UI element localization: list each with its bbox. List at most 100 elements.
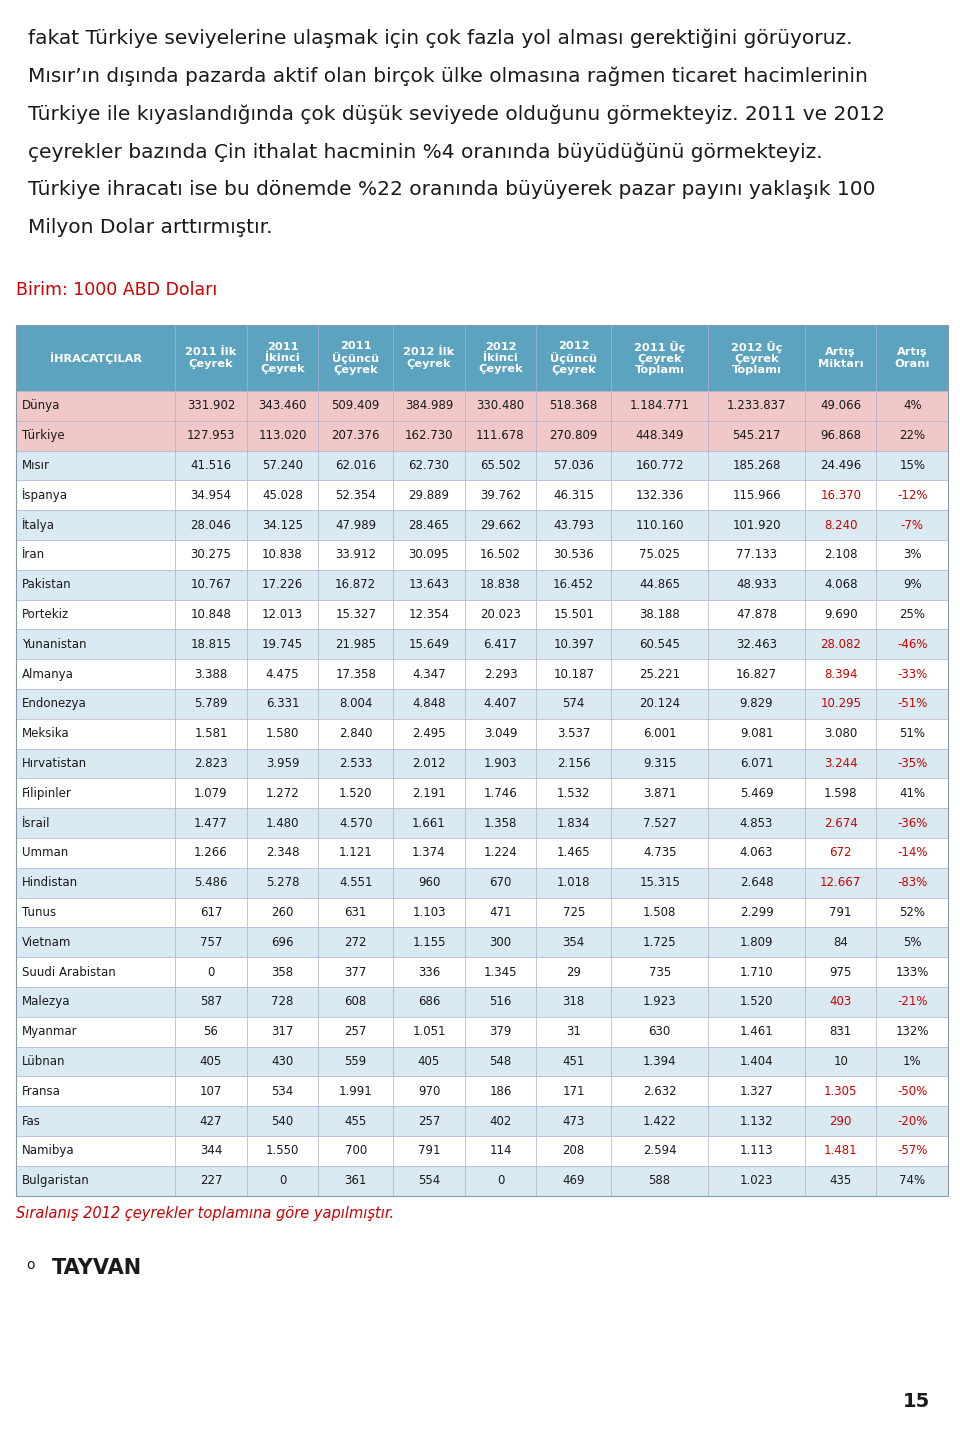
Bar [318, 749, 394, 778]
Text: 44.865: 44.865 [639, 579, 680, 592]
Text: 1.305: 1.305 [824, 1085, 857, 1098]
Bar [708, 325, 805, 391]
Text: Pakistan: Pakistan [22, 579, 72, 592]
Text: 260: 260 [272, 906, 294, 919]
Bar [465, 867, 537, 898]
Text: 15.315: 15.315 [639, 876, 680, 889]
Text: 9.081: 9.081 [740, 727, 773, 740]
Text: 534: 534 [272, 1085, 294, 1098]
Bar [537, 325, 612, 391]
Bar [876, 1046, 948, 1076]
Bar [537, 1136, 612, 1166]
Bar [612, 629, 708, 659]
Text: 4%: 4% [903, 400, 922, 413]
Bar [876, 778, 948, 808]
Bar [612, 957, 708, 987]
Bar [537, 540, 612, 570]
Bar [612, 1046, 708, 1076]
Bar [318, 570, 394, 600]
Text: 57.036: 57.036 [553, 459, 594, 472]
Text: 0: 0 [278, 1175, 286, 1188]
Text: 1.923: 1.923 [643, 996, 677, 1009]
Bar [612, 1136, 708, 1166]
Text: 1.184.771: 1.184.771 [630, 400, 689, 413]
Text: 1.224: 1.224 [484, 847, 517, 860]
Bar [175, 928, 247, 957]
Text: 1.520: 1.520 [339, 786, 372, 799]
Bar [612, 1166, 708, 1196]
Text: 1.018: 1.018 [557, 876, 590, 889]
Bar [876, 629, 948, 659]
Bar [465, 719, 537, 749]
Text: 1.132: 1.132 [740, 1114, 774, 1127]
Bar [175, 898, 247, 928]
Text: 2.823: 2.823 [194, 758, 228, 771]
Text: 545.217: 545.217 [732, 429, 780, 442]
Text: 344: 344 [200, 1144, 222, 1157]
Bar [394, 511, 465, 540]
Text: -21%: -21% [897, 996, 927, 1009]
Text: 62.016: 62.016 [335, 459, 376, 472]
Text: 377: 377 [345, 965, 367, 978]
Text: 32.463: 32.463 [736, 638, 777, 651]
Text: 4.853: 4.853 [740, 817, 773, 830]
Text: 8.240: 8.240 [824, 518, 857, 531]
Bar [16, 1076, 175, 1107]
Bar [247, 1166, 318, 1196]
Bar [394, 570, 465, 600]
Text: 65.502: 65.502 [480, 459, 521, 472]
Text: 435: 435 [829, 1175, 852, 1188]
Bar [318, 659, 394, 688]
Bar [612, 450, 708, 481]
Text: 2012
İkinci
Çeyrek: 2012 İkinci Çeyrek [478, 342, 523, 374]
Bar [537, 688, 612, 719]
Text: 361: 361 [345, 1175, 367, 1188]
Text: 2011 İlk
Çeyrek: 2011 İlk Çeyrek [185, 348, 236, 368]
Bar [175, 957, 247, 987]
Text: 132.336: 132.336 [636, 489, 684, 502]
Text: 52%: 52% [900, 906, 925, 919]
Bar [175, 421, 247, 450]
Text: 8.394: 8.394 [824, 668, 857, 681]
Bar [465, 838, 537, 867]
Bar [612, 838, 708, 867]
Text: 469: 469 [563, 1175, 585, 1188]
Bar [465, 481, 537, 511]
Bar [876, 1166, 948, 1196]
Bar [318, 629, 394, 659]
Bar [708, 1046, 805, 1076]
Bar [805, 481, 876, 511]
Text: 1.079: 1.079 [194, 786, 228, 799]
Text: 2.495: 2.495 [412, 727, 445, 740]
Text: 1.710: 1.710 [740, 965, 774, 978]
Bar [612, 1017, 708, 1046]
Text: 2011 Üç
Çeyrek
Toplamı: 2011 Üç Çeyrek Toplamı [634, 341, 685, 375]
Bar [537, 1046, 612, 1076]
Bar [805, 1046, 876, 1076]
Text: TAYVAN: TAYVAN [52, 1258, 142, 1277]
Text: 574: 574 [563, 697, 585, 710]
Bar [805, 570, 876, 600]
Bar [247, 1076, 318, 1107]
Text: İsrail: İsrail [22, 817, 51, 830]
Bar [465, 659, 537, 688]
Text: 185.268: 185.268 [732, 459, 780, 472]
Bar [394, 391, 465, 421]
Bar [708, 1017, 805, 1046]
Bar [805, 719, 876, 749]
Text: Türkiye: Türkiye [22, 429, 64, 442]
Bar [175, 450, 247, 481]
Bar [805, 867, 876, 898]
Bar [247, 540, 318, 570]
Bar [318, 987, 394, 1017]
Bar [394, 1017, 465, 1046]
Bar [612, 688, 708, 719]
Bar [876, 1076, 948, 1107]
Bar [247, 511, 318, 540]
Text: -35%: -35% [897, 758, 927, 771]
Bar [394, 659, 465, 688]
Bar [537, 450, 612, 481]
Bar [537, 987, 612, 1017]
Text: Myanmar: Myanmar [22, 1025, 78, 1038]
Text: 46.315: 46.315 [553, 489, 594, 502]
